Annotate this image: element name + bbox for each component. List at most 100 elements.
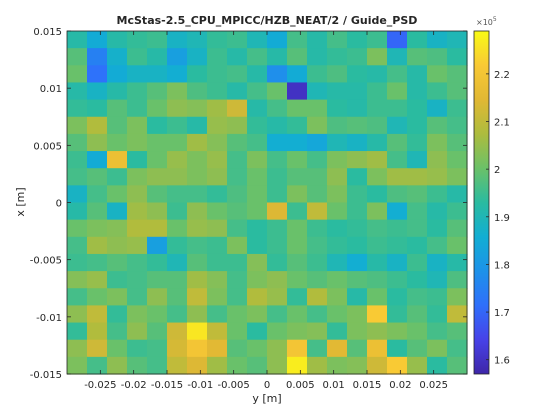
heatmap-cell bbox=[367, 99, 388, 118]
heatmap-cell bbox=[127, 236, 148, 255]
heatmap-cell bbox=[307, 253, 328, 272]
heatmap-cell bbox=[187, 116, 208, 135]
heatmap-cell bbox=[387, 219, 408, 238]
heatmap-cell bbox=[67, 322, 88, 341]
colorbar-tick-label: 1.9 bbox=[494, 213, 510, 224]
x-tick-label: -0.01 bbox=[187, 380, 213, 391]
heatmap-cell bbox=[287, 65, 308, 84]
heatmap-cell bbox=[327, 133, 348, 152]
heatmap-cell bbox=[267, 339, 288, 358]
heatmap-cell bbox=[267, 133, 288, 152]
heatmap-cell bbox=[67, 151, 88, 169]
heatmap-cell bbox=[407, 236, 428, 255]
x-tick-label: 0.015 bbox=[353, 380, 382, 391]
heatmap-cell bbox=[407, 288, 428, 306]
heatmap-cell bbox=[207, 202, 228, 221]
y-tick-label: -0.015 bbox=[30, 370, 62, 381]
heatmap-cell bbox=[267, 168, 288, 186]
heatmap-cell bbox=[347, 219, 368, 238]
heatmap-cell bbox=[187, 82, 208, 101]
heatmap-cell bbox=[127, 288, 148, 306]
heatmap-cell bbox=[447, 253, 468, 272]
heatmap-cell bbox=[287, 288, 308, 306]
colorbar-tick-label: 1.6 bbox=[494, 356, 510, 367]
heatmap-cell bbox=[67, 202, 88, 221]
heatmap-cell bbox=[247, 99, 268, 118]
heatmap-cell bbox=[407, 65, 428, 84]
heatmap-cell bbox=[207, 305, 228, 324]
heatmap-cell bbox=[447, 322, 468, 341]
heatmap-cell bbox=[427, 356, 448, 375]
heatmap-cell bbox=[387, 82, 408, 101]
heatmap-cell bbox=[207, 339, 228, 358]
heatmap-cell bbox=[127, 65, 148, 84]
heatmap-cell bbox=[307, 305, 328, 324]
heatmap-cell bbox=[427, 82, 448, 101]
heatmap-cell bbox=[427, 219, 448, 238]
heatmap-cell bbox=[107, 305, 128, 324]
heatmap-cell bbox=[67, 99, 88, 118]
heatmap-cell bbox=[247, 116, 268, 135]
heatmap-cell bbox=[167, 82, 188, 101]
heatmap-cell bbox=[307, 168, 328, 186]
heatmap-cell bbox=[347, 322, 368, 341]
heatmap-cell bbox=[447, 305, 468, 324]
heatmap-cell bbox=[447, 65, 468, 84]
heatmap-cell bbox=[327, 168, 348, 186]
heatmap-cell bbox=[167, 236, 188, 255]
heatmap-cell bbox=[347, 339, 368, 358]
heatmap-cell bbox=[227, 219, 248, 238]
heatmap-cell bbox=[447, 168, 468, 186]
heatmap-cell bbox=[67, 185, 88, 204]
heatmap-cell bbox=[127, 168, 148, 186]
heatmap-cell bbox=[387, 202, 408, 221]
heatmap-cell bbox=[247, 322, 268, 341]
heatmap-cell bbox=[307, 236, 328, 255]
heatmap-cell bbox=[127, 322, 148, 341]
heatmap-cell bbox=[267, 356, 288, 375]
heatmap-cell bbox=[347, 236, 368, 255]
heatmap-cell bbox=[207, 288, 228, 306]
heatmap-cell bbox=[287, 31, 308, 49]
heatmap-cell bbox=[427, 151, 448, 169]
heatmap-cell bbox=[227, 185, 248, 204]
heatmap-cell bbox=[367, 236, 388, 255]
colorbar-tick-label: 2.2 bbox=[494, 70, 510, 81]
heatmap-cell bbox=[267, 322, 288, 341]
heatmap-cell bbox=[247, 31, 268, 49]
heatmap-cell bbox=[407, 322, 428, 341]
heatmap-cell bbox=[407, 339, 428, 358]
colorbar-tick-label: 1.8 bbox=[494, 260, 510, 271]
heatmap-cell bbox=[367, 288, 388, 306]
heatmap-cell bbox=[107, 82, 128, 101]
heatmap-cell bbox=[447, 116, 468, 135]
heatmap-cell bbox=[327, 116, 348, 135]
heatmap-cell bbox=[447, 236, 468, 255]
heatmap-cell bbox=[167, 99, 188, 118]
heatmap-cell bbox=[247, 185, 268, 204]
heatmap-cell bbox=[227, 99, 248, 118]
heatmap-cell bbox=[87, 48, 108, 66]
heatmap-cell bbox=[427, 271, 448, 289]
heatmap-cell bbox=[407, 31, 428, 49]
x-tick-label: 0 bbox=[264, 380, 270, 391]
heatmap-cell bbox=[447, 202, 468, 221]
heatmap-cell bbox=[67, 31, 88, 49]
colorbar bbox=[473, 30, 490, 375]
heatmap-cell bbox=[347, 185, 368, 204]
heatmap-cell bbox=[287, 168, 308, 186]
heatmap-cell bbox=[307, 65, 328, 84]
heatmap-cell bbox=[247, 271, 268, 289]
colorbar-exponent-value: 5 bbox=[493, 16, 497, 23]
heatmap-cell bbox=[427, 288, 448, 306]
heatmap-cell bbox=[427, 99, 448, 118]
heatmap-cell bbox=[427, 322, 448, 341]
x-tick-label: 0.025 bbox=[419, 380, 448, 391]
heatmap-cell bbox=[447, 339, 468, 358]
heatmap-cell bbox=[347, 202, 368, 221]
heatmap-cell bbox=[187, 305, 208, 324]
heatmap-cell bbox=[267, 99, 288, 118]
heatmap-cell bbox=[87, 288, 108, 306]
heatmap-cell bbox=[407, 253, 428, 272]
